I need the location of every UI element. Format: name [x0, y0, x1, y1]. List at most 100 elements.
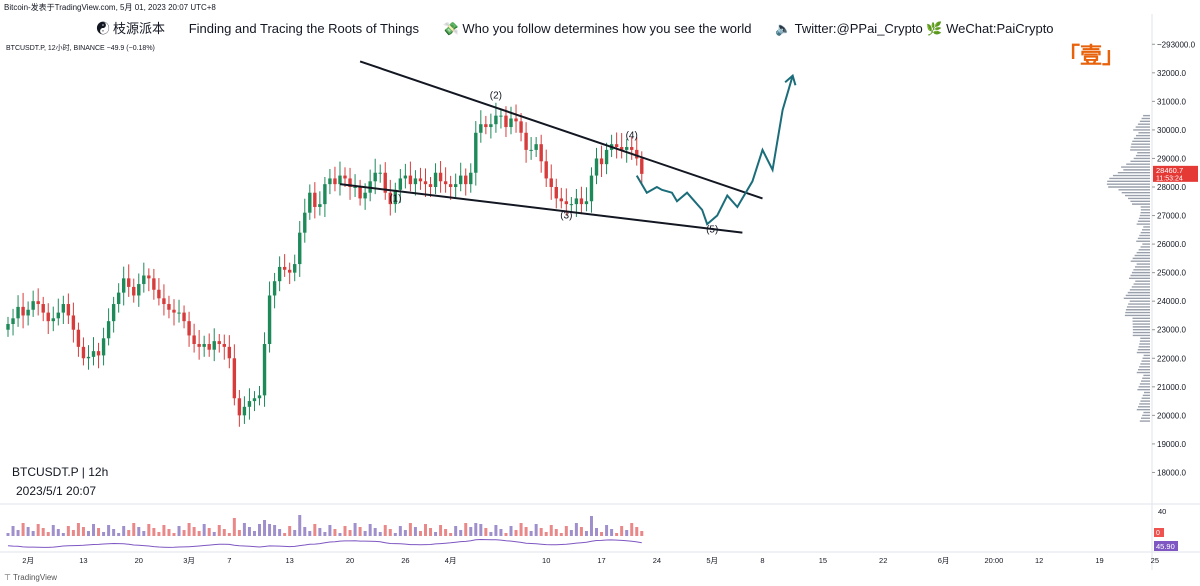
y-tick-label: 23000.0	[1157, 326, 1186, 335]
rsi-value-tag	[1154, 541, 1178, 551]
volume-bar	[529, 531, 533, 536]
wave-label: (5)	[706, 225, 718, 236]
volume-bar	[358, 527, 362, 536]
volume-bar	[333, 529, 337, 536]
candle-body	[282, 266, 287, 270]
candle-body	[6, 324, 10, 330]
y-tick-label: 26000.0	[1157, 240, 1186, 249]
volume-bar	[6, 533, 10, 536]
candle-body	[262, 344, 267, 396]
candle-body	[192, 335, 196, 344]
candle-body	[373, 172, 377, 182]
candle-body	[323, 184, 327, 205]
volume-bar	[620, 526, 624, 536]
x-tick-label: 26	[401, 556, 409, 565]
x-tick-label: 20:00	[984, 556, 1003, 565]
x-tick-label: 22	[879, 556, 887, 565]
volume-bar	[514, 530, 518, 536]
volume-bar	[162, 525, 166, 536]
volume-bar	[232, 518, 236, 536]
banner: ☯ 枝源派本 Finding and Tracing the Roots of …	[0, 18, 1150, 37]
candle-body	[489, 124, 493, 128]
candle-body	[333, 178, 337, 185]
candle-body	[247, 401, 252, 407]
volume-bar	[464, 523, 468, 536]
volume-bar	[252, 531, 256, 536]
candle-body	[348, 178, 352, 187]
volume-bar	[348, 530, 352, 536]
candle-body	[46, 312, 50, 322]
volume-bar	[484, 528, 488, 536]
candle-body	[453, 184, 458, 187]
volume-bar	[610, 529, 614, 536]
volume-bar	[283, 533, 287, 536]
candle-body	[624, 147, 629, 150]
y-tick-label: ~293000.0	[1157, 40, 1196, 49]
volume-bar	[635, 527, 639, 536]
volume-bar	[444, 529, 448, 536]
volume-bar	[207, 528, 211, 536]
date-big: 2023/5/1 20:07	[16, 484, 97, 498]
y-tick-label: 24000.0	[1157, 297, 1186, 306]
volume-bar	[202, 524, 206, 536]
volume-bar	[258, 524, 261, 536]
volume-bar	[595, 528, 599, 536]
x-tick-label: 5月	[706, 556, 718, 565]
candle-body	[177, 312, 181, 314]
projection-arrowhead	[784, 73, 797, 86]
candle-body	[127, 278, 131, 287]
volume-bar	[167, 529, 171, 536]
candle-body	[459, 175, 463, 185]
candle-body	[549, 178, 553, 187]
volume-bar	[122, 526, 126, 536]
volume-bar	[625, 530, 629, 536]
candle-body	[474, 132, 478, 173]
volume-bar	[418, 531, 422, 536]
volume-bar	[343, 526, 347, 536]
candle-body	[619, 147, 624, 150]
candle-body	[121, 278, 126, 293]
volume-bar	[474, 523, 478, 536]
y-tick-label: 25000.0	[1157, 269, 1186, 278]
candle-body	[614, 144, 619, 148]
candle-body	[96, 351, 101, 356]
last-price-tag	[1153, 165, 1198, 182]
projection-path	[635, 75, 794, 226]
candle-body	[635, 149, 639, 159]
volume-zero-label: 0	[1156, 530, 1160, 537]
volume-bar	[36, 524, 40, 536]
volume-bar	[197, 531, 201, 536]
volume-bar	[177, 526, 181, 536]
candle-body	[227, 346, 232, 359]
wave-label: (3)	[560, 210, 572, 221]
candle-body	[524, 132, 528, 150]
volume-zero-tag	[1154, 528, 1164, 537]
volume-bar	[524, 527, 528, 536]
volume-bar	[318, 528, 322, 536]
x-tick-label: 20	[135, 556, 143, 565]
candle-body	[559, 198, 563, 202]
volume-bar	[303, 527, 307, 536]
volume-bar	[86, 531, 90, 536]
volume-bar	[61, 533, 65, 536]
candle-body	[101, 338, 106, 356]
volume-bar	[147, 524, 151, 536]
y-tick-label: 22000.0	[1157, 354, 1186, 363]
volume-bar	[605, 525, 609, 536]
volume-bar	[222, 529, 226, 536]
candle-body	[287, 269, 292, 273]
volume-bar	[182, 530, 186, 536]
candle-body	[66, 304, 71, 316]
candle-body	[142, 275, 146, 285]
volume-bar	[66, 526, 70, 536]
volume-bar	[187, 523, 191, 536]
candle-body	[599, 158, 604, 165]
countdown-label: 11:53:24	[1156, 175, 1183, 182]
volume-bar	[31, 531, 35, 536]
candle-body	[378, 172, 382, 174]
volume-bar	[237, 530, 241, 536]
volume-bar	[373, 528, 377, 536]
candle-body	[71, 315, 76, 330]
banner-item-brand: ☯ 枝源派本	[96, 21, 166, 36]
